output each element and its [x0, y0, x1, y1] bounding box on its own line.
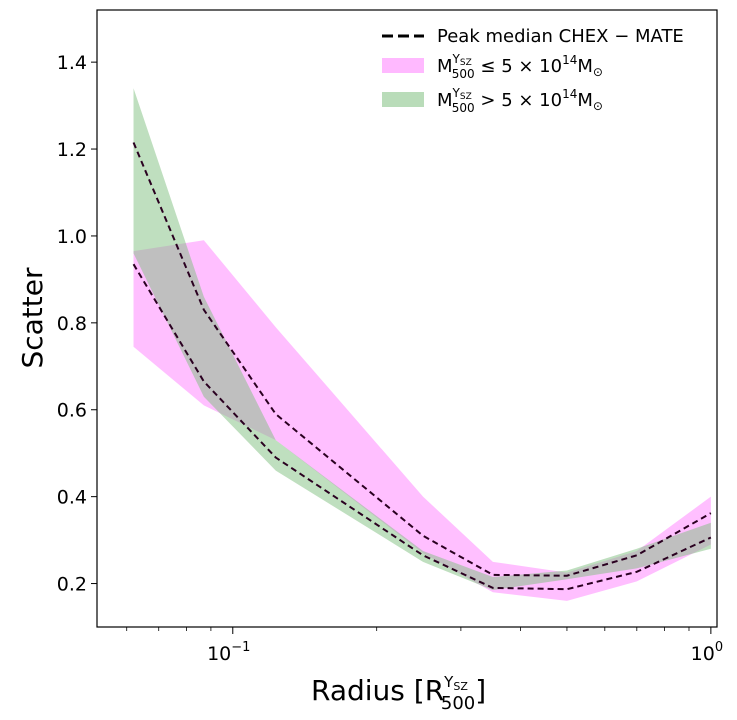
x-axis-label: Radius [RYSZ 500] [311, 673, 486, 714]
x-axis-label-sub: 500 [441, 693, 475, 714]
x-tick-label: 100 [691, 640, 723, 665]
y-tick-label: 1.2 [57, 139, 87, 161]
legend-swatch-low-mass [382, 58, 424, 73]
y-tick-label: 1.0 [57, 226, 87, 248]
axes-frame [96, 9, 718, 628]
plot-area [132, 88, 712, 601]
x-axis-label-sup-sub: SZ [453, 680, 468, 693]
y-tick-label: 0.6 [57, 400, 87, 422]
y-axis-label: Scatter [16, 267, 49, 369]
x-axis-label-close: ] [475, 674, 486, 707]
axis-ticks: 0.2 0.4 0.6 0.8 1.0 1.2 1.4 10−1 100 [57, 52, 723, 665]
legend-label-median: Peak median CHEX − MATE [437, 26, 684, 47]
band-low_mass_band [133, 240, 711, 601]
y-tick-label: 0.2 [57, 574, 87, 596]
line-low_mass_median_upper [132, 142, 712, 577]
x-tick-label: 10−1 [207, 640, 250, 665]
legend-label-high-mass: MYSZ 500 > 5 × 1014M⊙ [437, 86, 603, 115]
legend-label-low-mass: MYSZ 500 ≤ 5 × 1014M⊙ [437, 52, 603, 81]
line-low_mass_median_lower [132, 263, 712, 591]
y-tick-label: 1.4 [57, 52, 87, 74]
y-tick-label: 0.8 [57, 313, 87, 335]
legend-swatch-high-mass [382, 92, 424, 107]
band-high_mass_band [133, 88, 711, 591]
y-tick-label: 0.4 [57, 487, 87, 509]
legend: Peak median CHEX − MATE MYSZ 500 ≤ 5 × 10… [382, 26, 684, 115]
x-axis-label-sup: Y [443, 673, 454, 691]
x-axis-label-main: Radius [R [311, 674, 444, 707]
